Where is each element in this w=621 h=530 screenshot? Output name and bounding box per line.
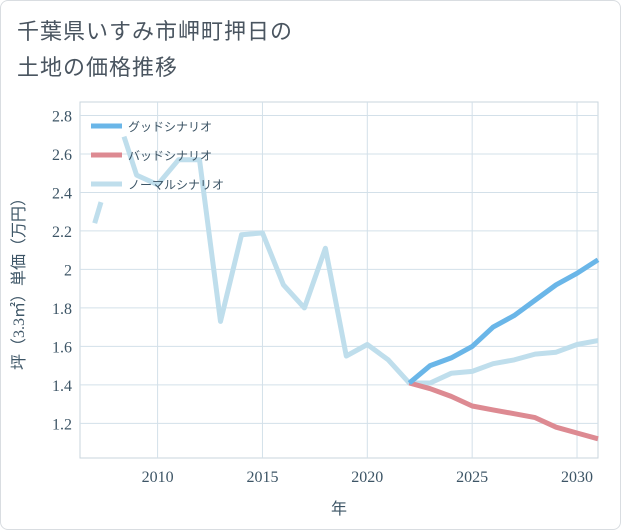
- y-tick-label: 1.2: [52, 416, 72, 433]
- legend-label: ノーマルシナリオ: [128, 178, 224, 192]
- series-lines: [92, 135, 600, 442]
- grid-lines: [79, 101, 599, 459]
- chart-title-line2: 土地の価格推移: [17, 56, 179, 81]
- y-tick-label: 2.2: [52, 224, 72, 241]
- x-tick-label: 2020: [351, 469, 383, 486]
- y-tick-label: 2.6: [52, 147, 72, 164]
- x-tick-label: 2015: [246, 469, 278, 486]
- y-tick-label: 1.4: [52, 378, 72, 395]
- y-tick-label: 1.6: [52, 339, 72, 356]
- series-3: [92, 135, 599, 386]
- series-1: [407, 257, 600, 385]
- series-line: [408, 380, 599, 442]
- x-tick-label: 2025: [456, 469, 488, 486]
- chart-title-line1: 千葉県いすみ市岬町押日の: [17, 20, 294, 45]
- x-tick-label: 2030: [561, 469, 593, 486]
- series-line: [92, 201, 104, 224]
- x-tick-label: 2010: [142, 469, 174, 486]
- chart-title: 千葉県いすみ市岬町押日の 土地の価格推移: [17, 15, 417, 87]
- tick-labels: 2010 2015 2020 2025 2030 1.2 1.4 1.6 1.8 2 2.2 2.4 2…: [52, 108, 593, 486]
- series-line: [407, 257, 600, 385]
- legend-item: ノーマルシナリオ: [91, 178, 224, 192]
- series-2: [408, 380, 599, 442]
- y-tick-label: 2: [64, 262, 72, 279]
- legend-label: バッドシナリオ: [128, 149, 212, 163]
- legend-item: バッドシナリオ: [91, 149, 212, 163]
- y-tick-label: 2.8: [52, 108, 72, 125]
- series-line: [121, 135, 599, 386]
- legend-label: グッドシナリオ: [128, 120, 212, 134]
- plot-frame: [79, 101, 599, 459]
- y-tick-label: 1.8: [52, 301, 72, 318]
- x-axis-title: 年: [331, 500, 347, 518]
- y-axis-title: 坪（3.3㎡）単価（万円）: [10, 190, 28, 370]
- legend-item: グッドシナリオ: [91, 120, 212, 134]
- y-tick-label: 2.4: [52, 185, 72, 202]
